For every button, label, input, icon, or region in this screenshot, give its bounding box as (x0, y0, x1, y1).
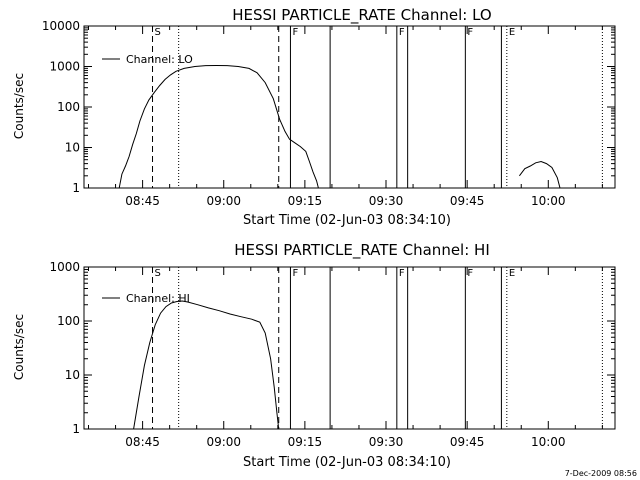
marker-label: F (467, 27, 473, 38)
x-tick-label: 09:00 (206, 435, 241, 449)
chart-panel-hi: HESSI PARTICLE_RATE Channel: HI 08:45 09:… (12, 241, 616, 470)
x-axis-ticks: 08:45 09:00 09:15 09:30 09:45 10:00 (88, 26, 603, 208)
y-tick-label: 1000 (49, 260, 80, 274)
y-tick-label: 1 (72, 422, 80, 436)
legend: Channel: LO (102, 53, 193, 66)
y-axis-ticks: 1 10 100 1000 10000 (42, 19, 615, 195)
y-axis-ticks: 1 10 100 1000 (49, 260, 615, 436)
footer-timestamp: 7-Dec-2009 08:56 (565, 469, 637, 478)
marker-label: F (399, 268, 405, 279)
y-tick-label: 10000 (42, 19, 80, 33)
x-tick-label: 09:45 (450, 194, 485, 208)
marker-label: F (292, 268, 298, 279)
series-line (133, 300, 280, 430)
x-tick-label: 09:15 (288, 435, 323, 449)
x-tick-label: 08:45 (125, 435, 160, 449)
series-lines (133, 300, 280, 430)
x-axis-label: Start Time (02-Jun-03 08:34:10) (243, 213, 451, 228)
y-tick-label: 10 (65, 368, 80, 382)
plot-frame (83, 266, 616, 430)
x-tick-label: 09:00 (206, 194, 241, 208)
chart-title: HESSI PARTICLE_RATE Channel: LO (232, 6, 491, 25)
x-tick-label: 09:15 (288, 194, 323, 208)
y-tick-label: 10 (65, 141, 80, 155)
y-tick-label: 1 (72, 181, 80, 195)
x-axis-label: Start Time (02-Jun-03 08:34:10) (243, 455, 451, 470)
chart-title: HESSI PARTICLE_RATE Channel: HI (234, 241, 490, 260)
x-tick-label: 09:30 (369, 194, 404, 208)
legend-label: Channel: LO (126, 53, 193, 66)
chart-panel-lo: HESSI PARTICLE_RATE Channel: LO 08:45 09:… (12, 6, 616, 228)
marker-label: F (292, 27, 298, 38)
x-tick-label: 10:00 (531, 194, 566, 208)
marker-label: S (155, 27, 161, 38)
marker-label: E (509, 27, 515, 38)
legend: Channel: HI (102, 292, 190, 305)
marker-label: F (399, 27, 405, 38)
legend-label: Channel: HI (126, 292, 190, 305)
series-lines (118, 64, 561, 189)
y-axis-label: Counts/sec (12, 73, 26, 139)
y-axis-label: Counts/sec (12, 314, 26, 380)
x-axis-ticks: 08:45 09:00 09:15 09:30 09:45 10:00 (88, 267, 603, 449)
x-tick-label: 08:45 (125, 194, 160, 208)
marker-label: F (467, 268, 473, 279)
plot-frame (83, 25, 616, 189)
marker-label: S (155, 268, 161, 279)
x-tick-label: 09:45 (450, 435, 485, 449)
x-tick-label: 09:30 (369, 435, 404, 449)
series-line (519, 160, 561, 189)
y-tick-label: 1000 (49, 60, 80, 74)
y-tick-label: 100 (57, 100, 80, 114)
x-tick-label: 10:00 (531, 435, 566, 449)
y-tick-label: 100 (57, 314, 80, 328)
series-line (118, 64, 319, 189)
marker-label: E (509, 268, 515, 279)
